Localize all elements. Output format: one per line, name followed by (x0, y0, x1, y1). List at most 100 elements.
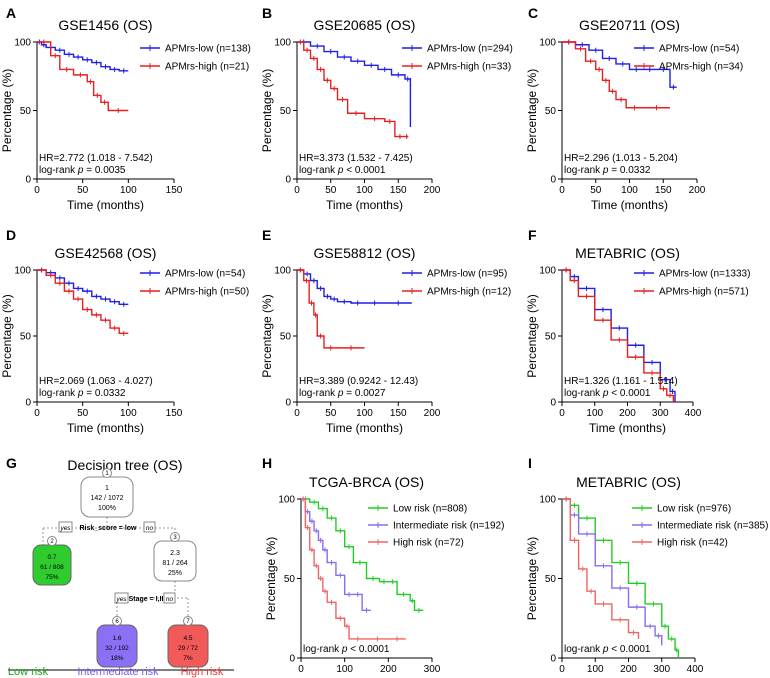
y-tick-label: 100 (539, 38, 556, 49)
y-axis-label: Percentage (%) (0, 294, 14, 377)
node-badge-text-1: 1 (105, 471, 109, 477)
y-tick-label: 50 (280, 106, 292, 117)
node-2-line-2: 61 / 808 (40, 564, 64, 571)
split-2-yes-box (114, 592, 129, 604)
legend-label: APMrs-low (n=1333) (659, 269, 750, 280)
label-low-risk: Low risk (8, 666, 49, 678)
x-axis-label: Time (months) (67, 198, 144, 212)
x-tick-label: 200 (424, 185, 441, 196)
x-tick-label: 150 (390, 408, 407, 419)
y-axis-label: Percentage (%) (264, 537, 278, 620)
annotation-line: log-rank p < 0.0001 (564, 388, 651, 399)
x-tick-label: 100 (356, 185, 373, 196)
km-plot-e: E GSE58812 (OS) 0 50 100 150 200 0 50 100 Time (mo… (260, 227, 511, 435)
node-badge-6 (112, 616, 122, 626)
annotation-line: log-rank p = 0.0332 (39, 388, 126, 399)
node-badge-text-3: 3 (173, 535, 177, 541)
panel-letter-f: F (528, 227, 537, 243)
legend-label: Intermediate risk (n=192) (393, 521, 504, 532)
annotation-line: HR=3.389 (0.9242 - 12.43) (299, 376, 418, 387)
plot-title: GSE20711 (OS) (579, 17, 680, 33)
node-6-line-2: 32 / 192 (105, 645, 129, 652)
survival-curve-1 (37, 269, 129, 335)
x-tick-label: 200 (424, 408, 441, 419)
y-tick-label: 0 (25, 398, 31, 409)
x-tick-label: 50 (77, 408, 89, 419)
panel-letter-a: A (6, 5, 16, 21)
y-tick-label: 0 (25, 175, 31, 186)
panel-letter-i: I (528, 455, 532, 471)
legend-label: Intermediate risk (n=385) (657, 521, 768, 532)
survival-curve-0 (37, 269, 129, 306)
legend-label: Low risk (n=808) (393, 504, 467, 515)
km-plot-d: D GSE42568 (OS) 0 50 100 150 0 50 100 Time (month… (0, 227, 249, 435)
y-tick-label: 50 (545, 106, 557, 117)
x-tick-label: 200 (620, 664, 637, 675)
survival-curve-1 (562, 41, 670, 109)
x-tick-label: 0 (294, 408, 300, 419)
plot-title: GSE58812 (OS) (314, 245, 416, 261)
node-badge-3 (170, 532, 180, 542)
annotation-line: log-rank p < 0.0001 (303, 644, 390, 655)
node-3-line-2: 81 / 264 (162, 560, 187, 567)
km-plot-f: F METABRIC (OS) 0 100 200 300 400 0 50 100 Time (m… (525, 227, 750, 435)
x-tick-label: 0 (34, 185, 40, 196)
x-tick-label: 100 (120, 408, 137, 419)
x-tick-label: 0 (559, 664, 565, 675)
x-axis-label: Time (months) (326, 198, 403, 212)
node-3-line-3: 25% (168, 570, 182, 577)
plot-title: METABRIC (OS) (575, 245, 680, 261)
x-tick-label: 100 (336, 664, 353, 675)
split-2-yes: yes (115, 596, 127, 603)
y-axis-label: Percentage (%) (260, 69, 274, 152)
annotation-line: HR=2.772 (1.018 - 7.542) (39, 153, 153, 164)
survival-curve-0 (562, 269, 676, 402)
plot-title: TCGA-BRCA (OS) (309, 474, 424, 490)
x-tick-label: 100 (587, 664, 604, 675)
x-tick-label: 200 (380, 664, 397, 675)
x-tick-label: 0 (559, 185, 565, 196)
x-tick-label: 100 (621, 185, 638, 196)
annotation-line: HR=1.326 (1.161 - 1.514) (564, 376, 678, 387)
x-tick-label: 150 (655, 185, 672, 196)
node-badge-text-7: 7 (186, 619, 190, 625)
y-tick-label: 100 (274, 266, 291, 277)
split-2-no-box (163, 592, 176, 604)
y-tick-label: 50 (280, 332, 292, 343)
split-1-no-box (143, 521, 156, 533)
y-tick-label: 50 (284, 574, 296, 585)
legend-label: APMrs-low (n=294) (427, 44, 513, 55)
survival-curve-1 (297, 41, 409, 138)
y-tick-label: 0 (285, 398, 291, 409)
annotation-line: log-rank p = 0.0027 (299, 388, 386, 399)
node-7-line-2: 29 / 72 (178, 645, 198, 652)
y-tick-label: 0 (285, 175, 291, 186)
legend-label: APMrs-high (n=12) (427, 287, 511, 298)
survival-curve-1 (37, 41, 129, 112)
plot-title: GSE1456 (OS) (58, 17, 152, 33)
panel-letter-d: D (6, 227, 16, 243)
y-axis-label: Percentage (%) (260, 294, 274, 377)
label-intermediate-risk: Intermediate risk (77, 666, 159, 678)
plot-title: METABRIC (OS) (576, 474, 681, 490)
split-1-rule: Risk_score = low (79, 525, 137, 532)
x-tick-label: 100 (120, 185, 137, 196)
node-2-line-3: 75% (45, 574, 58, 581)
legend-label: APMrs-low (n=54) (659, 44, 739, 55)
panel-letter-g: G (6, 455, 17, 471)
tree-title: Decision tree (OS) (67, 457, 182, 473)
panel-letter-b: B (262, 5, 272, 21)
x-axis-label: Time (months) (591, 198, 668, 212)
x-tick-label: 0 (559, 408, 565, 419)
y-tick-label: 0 (289, 654, 295, 665)
y-tick-label: 0 (550, 654, 556, 665)
node-7-line-1: 4.5 (183, 635, 192, 642)
annotation-line: HR=3.373 (1.532 - 7.425) (299, 153, 413, 164)
annotation-line: log-rank p < 0.0001 (564, 644, 651, 655)
y-tick-label: 100 (539, 495, 556, 506)
node-badge-text-2: 2 (50, 539, 54, 545)
